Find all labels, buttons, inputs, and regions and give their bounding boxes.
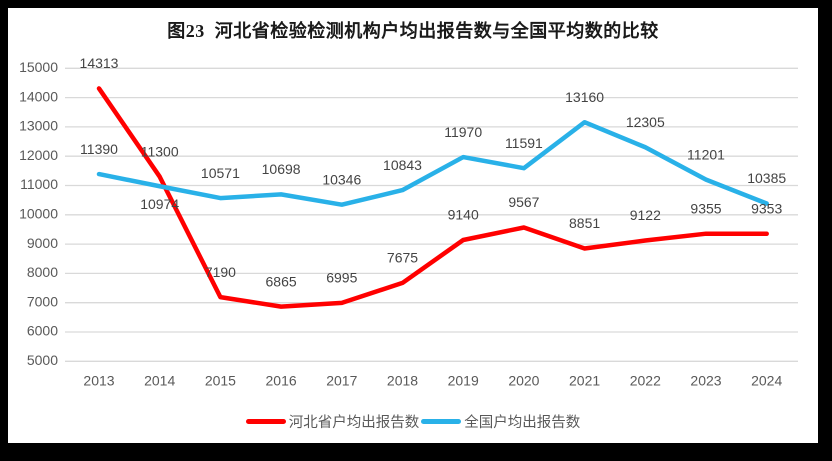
hebei-series-line [96, 86, 769, 309]
x-axis-tick-label: 2019 [448, 373, 479, 389]
chart-panel: 图23 河北省检验检测机构户均出报告数与全国平均数的比较 15000 14000 1… [8, 8, 818, 443]
national-line-swatch-icon [421, 419, 462, 424]
chart-title: 图23 河北省检验检测机构户均出报告数与全国平均数的比较 [167, 21, 659, 41]
national-series-data-label: 13160 [565, 89, 604, 105]
x-axis-tick-label: 2014 [144, 373, 175, 389]
x-axis-tick-label: 2013 [83, 373, 114, 389]
hebei-series-data-label: 9140 [448, 207, 479, 223]
x-axis-tick-label: 2022 [630, 373, 661, 389]
hebei-series-data-label: 6995 [326, 270, 357, 286]
hebei-series-data-label: 7675 [387, 250, 418, 266]
y-axis-tick-label: 6000 [27, 323, 58, 339]
y-axis-tick-label: 14000 [19, 88, 58, 104]
x-axis-tick-label: 2015 [205, 373, 236, 389]
hebei-series-data-label: 9122 [630, 207, 661, 223]
national-series-data-label: 10571 [201, 165, 240, 181]
hebei-series-data-label: 7190 [205, 264, 236, 280]
national-series-data-label: 11591 [505, 135, 543, 151]
x-axis-tick-label: 2020 [508, 373, 539, 389]
legend-label-national: 全国户均出报告数 [464, 415, 581, 431]
hebei-series-data-label: 8851 [569, 215, 600, 231]
hebei-series-data-label: 9567 [508, 194, 539, 210]
hebei-series-data-label: 9353 [751, 200, 782, 216]
x-axis-tick-label: 2017 [326, 373, 357, 389]
y-axis-tick-label: 10000 [19, 206, 58, 222]
hebei-series-data-label: 9355 [690, 200, 721, 216]
national-series-data-label: 12305 [626, 114, 665, 130]
legend-item-hebei: 河北省户均出报告数 [245, 411, 420, 432]
x-axis-tick-label: 2016 [266, 373, 297, 389]
x-axis-tick-label: 2023 [690, 373, 721, 389]
y-axis-tick-label: 12000 [19, 147, 58, 163]
line-chart-plot-area: 15000 14000 13000 12000 11000 10000 9000 8000 70… [19, 55, 798, 389]
national-series-line [96, 119, 769, 207]
national-series-data-label: 11970 [444, 124, 482, 140]
national-series-data-label: 10843 [383, 157, 422, 173]
legend-item-national: 全国户均出报告数 [421, 411, 580, 432]
x-axis-tick-label: 2018 [387, 373, 418, 389]
y-axis-tick-label: 5000 [27, 352, 58, 368]
hebei-line-swatch-icon [245, 419, 286, 424]
y-axis-tick-label: 11000 [20, 176, 58, 192]
national-series-data-label: 10974 [140, 196, 179, 212]
national-series-data-label: 10698 [262, 161, 301, 177]
y-axis-tick-label: 15000 [19, 59, 58, 75]
hebei-series-data-label: 11300 [141, 143, 179, 159]
national-series-data-label: 11390 [80, 141, 118, 157]
y-axis-tick-label: 9000 [27, 235, 58, 251]
y-axis-tick-label: 8000 [27, 264, 58, 280]
x-axis-tick-label: 2024 [751, 373, 782, 389]
legend-label-hebei: 河北省户均出报告数 [288, 415, 420, 431]
x-axis-tick-label: 2021 [569, 373, 600, 389]
y-axis-tick-label: 13000 [19, 118, 58, 134]
national-series-data-label: 10385 [747, 170, 786, 186]
hebei-series-data-label: 6865 [266, 273, 297, 289]
y-axis-tick-label: 7000 [27, 293, 58, 309]
chart-legend: 河北省户均出报告数 全国户均出报告数 [8, 411, 818, 432]
national-series-data-label: 10346 [322, 171, 361, 187]
national-series-data-label: 11201 [687, 146, 725, 162]
hebei-series-data-label: 14313 [80, 55, 119, 71]
